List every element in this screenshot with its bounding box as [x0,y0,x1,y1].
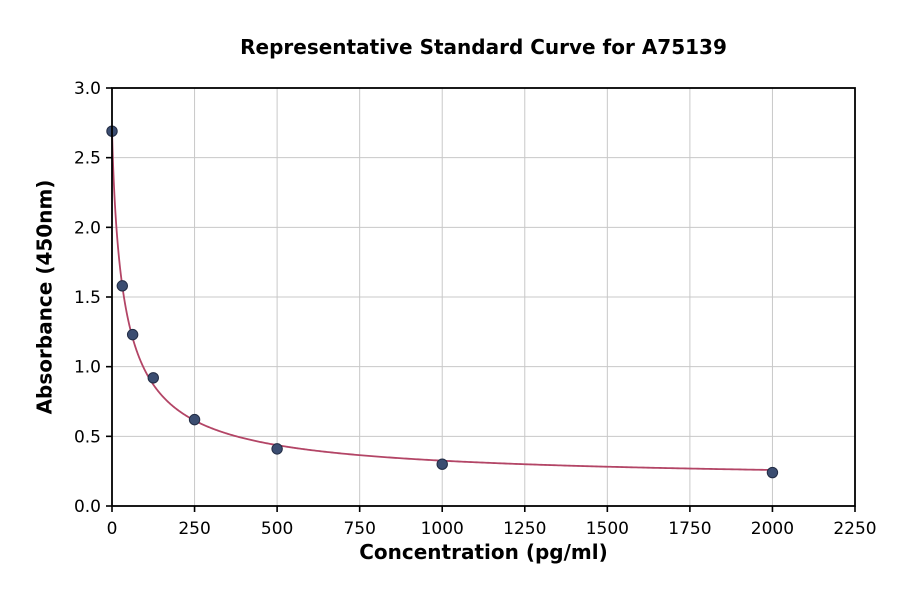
x-tick-label: 0 [107,519,118,539]
fit-curve [111,127,773,471]
data-point [116,280,129,292]
x-tick-label: 1000 [421,519,464,539]
y-tick-label: 1.0 [74,358,101,378]
data-point [436,458,448,470]
x-tick-label: 750 [343,519,375,539]
x-tick-label: 2250 [833,519,876,539]
x-tick-label: 500 [261,519,293,539]
y-tick-label: 1.5 [74,288,101,308]
x-tick-label: 2000 [751,519,794,539]
y-tick-label: 0.5 [74,427,101,447]
y-tick-label: 2.0 [74,218,101,238]
plot-border [111,87,856,507]
x-axis-label: Concentration (pg/ml) [359,540,608,564]
chart-title: Representative Standard Curve for A75139 [240,35,727,59]
data-point [766,466,779,479]
data-point [126,328,139,341]
y-tick-label: 2.5 [74,149,101,169]
data-point [147,372,159,384]
data-point [188,413,201,426]
x-tick-label: 1500 [586,519,629,539]
x-tick-label: 1750 [668,519,711,539]
data-point [271,443,283,455]
x-tick-label: 1250 [503,519,546,539]
x-tick-label: 250 [178,519,210,539]
y-tick-label: 3.0 [74,79,101,99]
y-tick-label: 0.0 [74,497,101,517]
